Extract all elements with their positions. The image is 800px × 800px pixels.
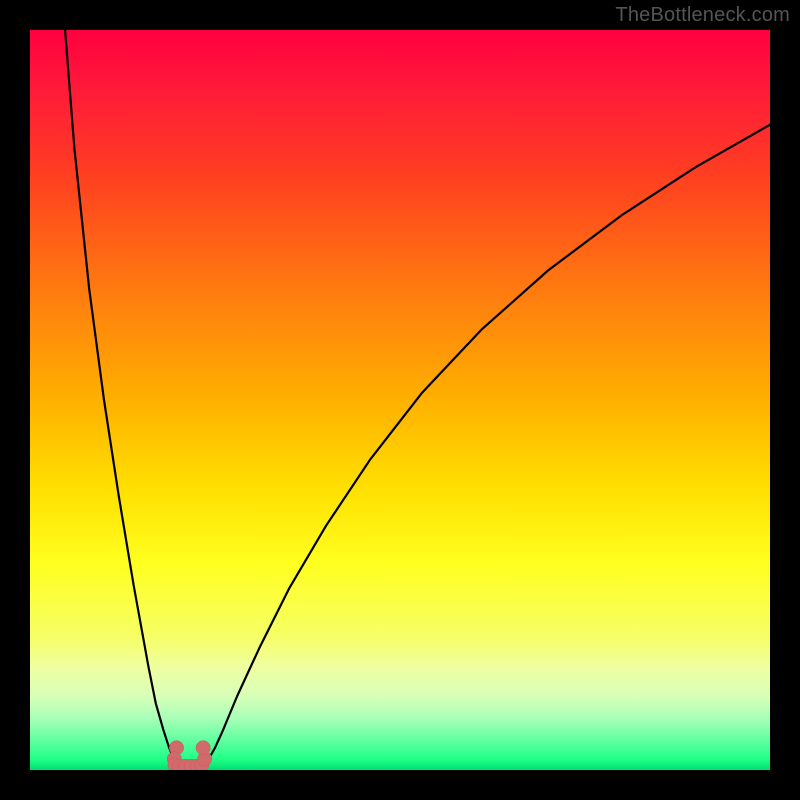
watermark-text: TheBottleneck.com	[615, 4, 790, 27]
plot-background	[30, 30, 770, 770]
bottleneck-chart	[0, 0, 800, 800]
chart-container: TheBottleneck.com	[0, 0, 800, 800]
well-marker	[196, 741, 210, 755]
